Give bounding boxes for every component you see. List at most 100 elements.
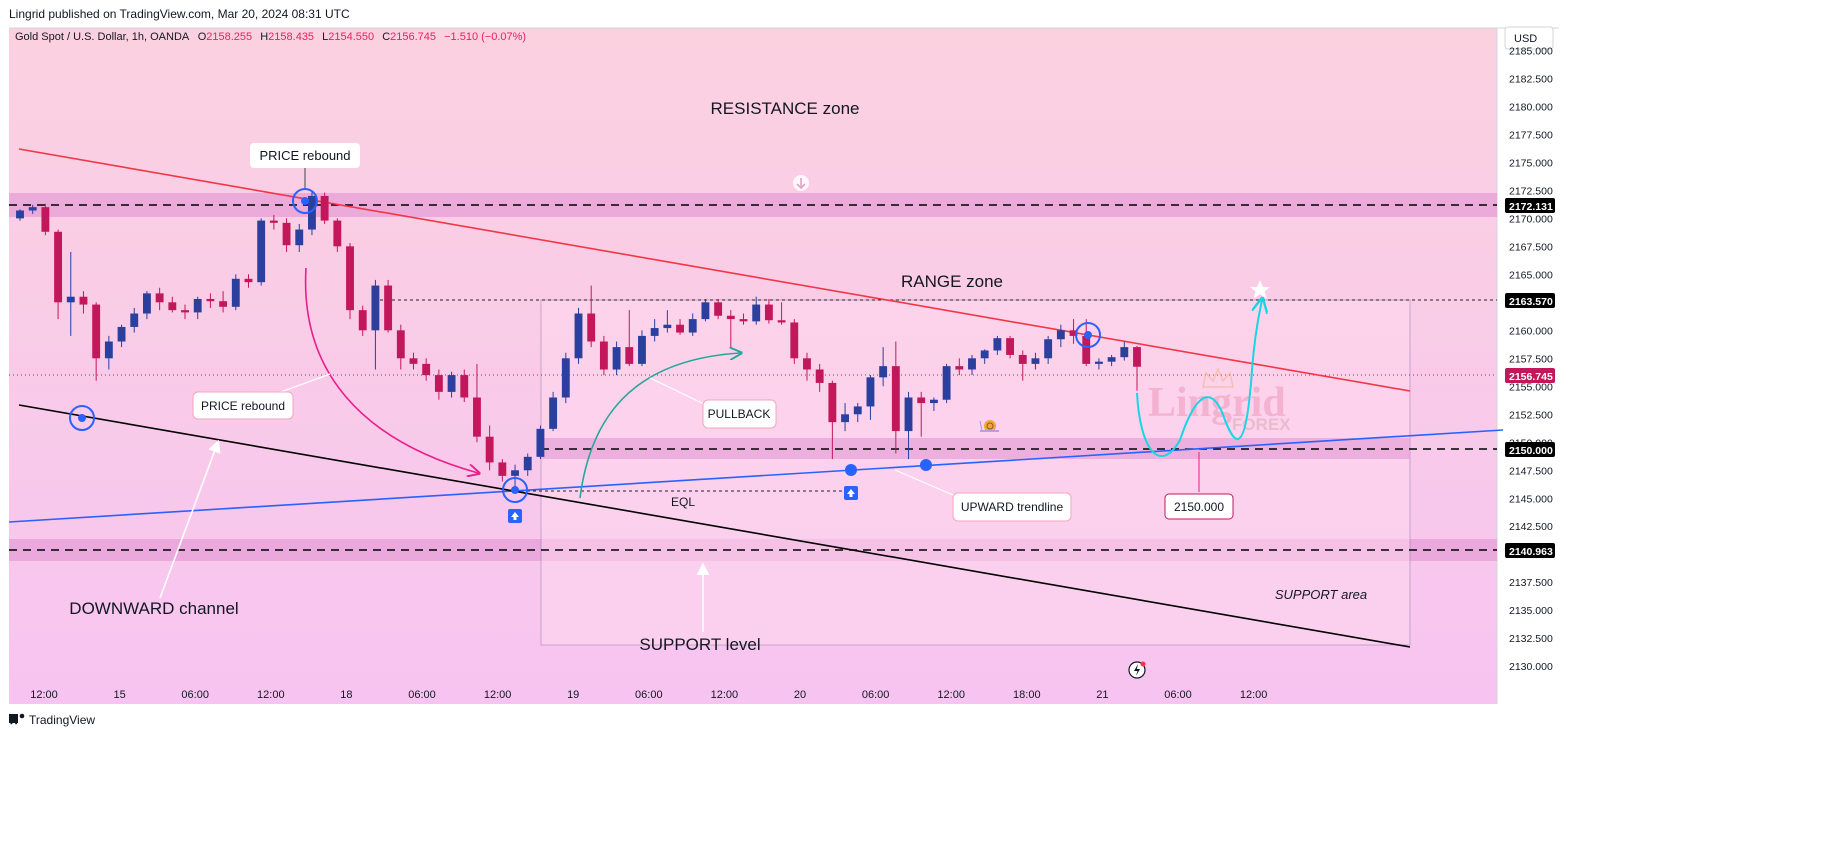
candle-body — [92, 304, 101, 359]
up-arrow-icon — [844, 486, 858, 500]
candle-body — [549, 397, 558, 429]
range-zone-label: RANGE zone — [901, 272, 1003, 291]
range-box — [540, 299, 1411, 646]
down-arrow-circle-icon — [793, 175, 809, 191]
change-value: −1.510 (−0.07%) — [444, 31, 526, 43]
open-label: O — [198, 31, 207, 43]
candle-body — [955, 366, 964, 370]
candle-body — [1031, 358, 1040, 364]
green-curved-arrow — [579, 353, 740, 499]
candle-body — [295, 229, 304, 246]
trend-touch-dot-2 — [920, 459, 932, 471]
candle-body — [701, 302, 710, 320]
candle-body — [206, 298, 215, 302]
price-axis-ticks: 2185.000 2182.500 2180.000 2177.500 2175.000… — [1509, 45, 1553, 673]
price-axis[interactable] — [1497, 28, 1559, 704]
price-tick-label: 2137.500 — [1509, 577, 1553, 589]
time-tick-label: 19 — [567, 689, 579, 701]
candle-body — [155, 293, 164, 303]
candle-body — [384, 285, 393, 331]
candle-body — [841, 414, 849, 423]
candle-body — [917, 397, 926, 404]
candle-body — [650, 328, 659, 336]
candle-body — [739, 319, 748, 322]
candle-body — [599, 341, 608, 370]
candle-body — [1107, 357, 1116, 362]
price-tick-label: 2172.500 — [1509, 185, 1553, 197]
price-tag-2150 — [1505, 442, 1555, 457]
tv-logo-mark — [9, 714, 18, 723]
candle-body — [181, 310, 189, 313]
candle-body — [219, 301, 228, 307]
candle-body — [866, 377, 875, 407]
price-rebound-left-label: PRICE rebound — [201, 399, 285, 413]
time-tick-label: 06:00 — [408, 689, 436, 701]
time-tick-label: 15 — [113, 689, 125, 701]
lightning-icon[interactable] — [1128, 661, 1146, 679]
price-tick-label: 2185.000 — [1509, 45, 1553, 57]
candle-body — [726, 315, 735, 320]
price-tick-label: 2165.000 — [1509, 269, 1553, 281]
time-tick-label: 06:00 — [862, 689, 890, 701]
candle-body — [79, 296, 88, 305]
forex-watermark: FOREX — [1232, 415, 1291, 434]
currency-label: USD — [1514, 33, 1537, 45]
support-area-label: SUPPORT area — [1275, 587, 1367, 602]
support-level-label: SUPPORT level — [639, 635, 760, 654]
candle-body — [815, 369, 824, 383]
candle-body — [625, 347, 634, 364]
price-tick-label: 2167.500 — [1509, 241, 1553, 253]
candle-body — [714, 302, 723, 316]
price-tag-2150-text: 2150.000 — [1509, 445, 1553, 457]
low-value: 2154.550 — [328, 31, 374, 43]
time-tick-label: 21 — [1096, 689, 1108, 701]
tradingview-brand: TradingView — [29, 713, 95, 727]
candle-body — [104, 341, 113, 359]
candle-body — [879, 366, 888, 378]
price-tag-2172 — [1505, 198, 1555, 213]
candle-body — [942, 366, 951, 400]
crown-icon — [1202, 367, 1234, 388]
eql-label: EQL — [671, 495, 695, 509]
candle-body — [117, 326, 126, 342]
candle-body — [193, 298, 202, 313]
price-tick-label: 2180.000 — [1509, 101, 1553, 113]
candle-body — [346, 246, 354, 311]
tv-logo-dot — [19, 713, 25, 719]
snail-icon — [979, 420, 999, 432]
candle-body — [1006, 338, 1015, 355]
target-price-box — [1164, 493, 1234, 520]
candle-body — [142, 293, 151, 314]
candle-body — [396, 330, 405, 359]
candle-body — [460, 375, 469, 398]
candle-body — [612, 347, 621, 370]
candle-body — [676, 324, 684, 333]
time-tick-label: 12:00 — [484, 689, 512, 701]
pullback-pointer — [649, 377, 707, 406]
candle-body — [1120, 347, 1129, 358]
published-by: Lingrid published on TradingView.com, Ma… — [9, 7, 350, 21]
candle-body — [371, 285, 380, 331]
candle-body — [790, 322, 799, 359]
price-tick-label: 2132.500 — [1509, 633, 1553, 645]
price-tick-label: 2147.500 — [1509, 465, 1553, 477]
high-value: 2158.435 — [268, 31, 314, 43]
candle-body — [498, 462, 507, 476]
trend-touch-dot-1 — [845, 464, 857, 476]
time-tick-label: 06:00 — [181, 689, 209, 701]
candle-body — [904, 397, 913, 432]
downward-channel-line — [18, 404, 1411, 648]
currency-badge[interactable] — [1504, 26, 1554, 50]
symbol-name: Gold Spot / U.S. Dollar, 1h, OANDA — [15, 31, 190, 43]
resistance-trendline — [18, 148, 1411, 392]
candle-body — [1069, 330, 1078, 336]
candle-body — [1133, 347, 1141, 367]
candle-body — [1056, 330, 1065, 340]
target-price-label: 2150.000 — [1174, 500, 1224, 514]
upward-trendline-label: UPWARD trendline — [961, 500, 1064, 514]
upward-trendline — [8, 429, 1504, 523]
touch-circle-right — [1075, 322, 1101, 348]
candle-body — [333, 220, 342, 247]
price-tick-label: 2155.000 — [1509, 381, 1553, 393]
